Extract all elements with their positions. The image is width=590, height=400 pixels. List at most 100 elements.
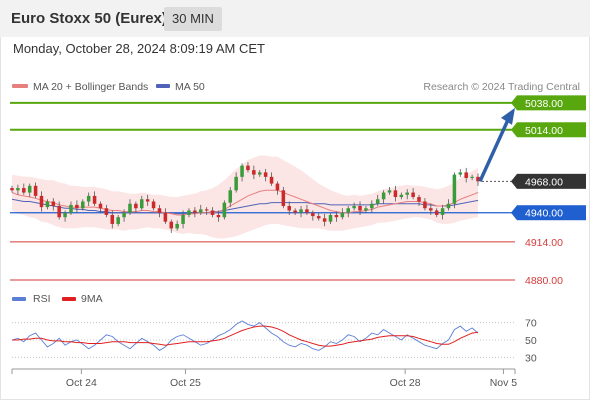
- candle-body: [364, 208, 368, 211]
- chart-header: Euro Stoxx 50 (Eurex) 30 MIN: [0, 0, 590, 37]
- candle-body: [145, 199, 150, 202]
- candle-body: [16, 188, 20, 191]
- forecast-arrow-shaft: [478, 119, 510, 183]
- candle-body: [234, 176, 238, 191]
- candle-body: [328, 214, 333, 222]
- candle-body: [375, 199, 380, 204]
- candle-body: [393, 190, 398, 198]
- candle-body: [198, 209, 203, 213]
- candle-body: [63, 212, 67, 218]
- level-label: 4940.00: [525, 208, 563, 220]
- candle-body: [151, 201, 156, 209]
- candle-body: [122, 212, 126, 218]
- candle-body: [440, 208, 445, 215]
- candle-body: [27, 185, 32, 193]
- rsi-panel: 70 50 30: [11, 318, 537, 364]
- interval-selector[interactable]: 30 MIN: [164, 7, 222, 31]
- ma20-legend-swatch: [12, 84, 28, 88]
- candle-body: [387, 190, 392, 193]
- level-label-box: [517, 122, 586, 138]
- time-axis: Oct 24 Oct 25 Oct 28 Nov 5: [11, 368, 517, 389]
- x-tick-label: Oct 24: [66, 377, 97, 389]
- candle-body: [405, 192, 409, 195]
- level-label: 4880.00: [525, 275, 563, 287]
- level-label-box: [517, 173, 586, 189]
- forecast-arrow-head: [501, 107, 515, 125]
- timestamp: Monday, October 28, 2024 8:09:19 AM CET: [13, 41, 265, 56]
- candle-body: [140, 199, 144, 209]
- level-label-pointer: [511, 95, 517, 111]
- candle-body: [452, 174, 457, 204]
- level-label: 4914.00: [525, 237, 563, 249]
- candle-body: [175, 223, 179, 229]
- level-label-pointer: [511, 173, 517, 189]
- price-levels: [10, 101, 515, 281]
- candle-body: [210, 210, 215, 215]
- level-label: 4968.00: [525, 176, 563, 188]
- candle-body: [446, 203, 451, 209]
- candle-body: [476, 176, 480, 182]
- moving-averages: [11, 189, 479, 216]
- candle-body: [293, 210, 297, 213]
- candle-body: [470, 176, 474, 178]
- level-label: 5014.00: [525, 125, 563, 137]
- candle-body: [39, 195, 44, 208]
- candle-body: [458, 172, 463, 175]
- candle-body: [464, 172, 468, 178]
- rsi-legend-swatch: [12, 297, 26, 301]
- candle-body: [275, 183, 280, 191]
- ma50-legend-label: MA 50: [175, 81, 205, 93]
- rsi-ma-legend-swatch: [62, 297, 76, 301]
- level-label-box: [517, 95, 586, 111]
- candle-body: [381, 192, 386, 200]
- candle-body: [157, 208, 162, 213]
- candle-body: [222, 202, 227, 218]
- level-label-box: [517, 205, 586, 221]
- candle-body: [22, 188, 26, 193]
- candle-body: [57, 206, 61, 218]
- candle-body: [45, 201, 50, 208]
- candle-body: [287, 206, 292, 211]
- candle-body: [340, 212, 345, 218]
- rsi-line: [11, 320, 479, 351]
- candle-body: [429, 208, 433, 211]
- candle-body: [193, 210, 197, 213]
- candle-body: [69, 204, 73, 213]
- candle-body: [134, 203, 138, 209]
- candle-body: [334, 214, 339, 218]
- bollinger-band-area: [12, 155, 478, 239]
- level-label: 5038.00: [525, 98, 563, 110]
- candle-body: [305, 209, 309, 213]
- level-label-pointer: [511, 122, 517, 138]
- candle-body: [98, 203, 103, 209]
- candle-body: [399, 194, 404, 198]
- candle-body: [370, 203, 374, 209]
- candle-body: [252, 170, 256, 175]
- candle-body: [10, 188, 14, 191]
- candle-body: [358, 206, 362, 211]
- candle-body: [352, 206, 356, 209]
- candle-body: [322, 218, 327, 222]
- ma20-line: [11, 189, 479, 216]
- source-credit: Research © 2024 Trading Central: [423, 81, 580, 93]
- forecast-arrow: [478, 107, 515, 183]
- candle-body: [169, 221, 174, 229]
- candle-body: [311, 212, 315, 217]
- candle-body: [187, 210, 191, 215]
- candle-body: [269, 176, 274, 184]
- ma20-legend-label: MA 20 + Bollinger Bands: [33, 81, 148, 93]
- rsi-ma-legend-label: 9MA: [81, 293, 103, 305]
- level-labels: 5038.00 5014.00 4968.00 4940.00 4914.00 4880.…: [511, 95, 586, 287]
- candle-body: [216, 214, 221, 218]
- candle-body: [423, 201, 427, 209]
- candle-body: [104, 208, 109, 215]
- candle-body: [228, 190, 233, 203]
- candle-body: [92, 195, 97, 204]
- rsi-legend-label: RSI: [33, 293, 51, 305]
- ma50-legend-swatch: [156, 84, 170, 88]
- candle-body: [116, 217, 120, 224]
- rsi-tick-label: 30: [525, 352, 537, 364]
- x-tick-label: Oct 25: [170, 377, 201, 389]
- candle-body: [240, 165, 244, 177]
